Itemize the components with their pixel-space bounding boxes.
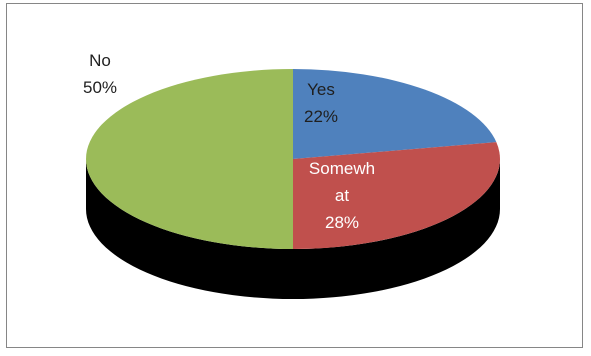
pie-slice-yes (293, 69, 497, 159)
data-label-yes-line: 22% (304, 107, 338, 126)
data-label-yes: Yes 22% (304, 80, 338, 126)
data-label-somewhat-line: 28% (325, 213, 359, 232)
data-label-no-line: 50% (83, 78, 117, 97)
pie-side-no (86, 159, 293, 299)
data-label-yes-line: Yes (307, 80, 335, 99)
pie-side-somewhat (293, 159, 500, 299)
data-label-somewhat-line: Somewh (309, 159, 375, 178)
pie-slice-no (86, 69, 293, 249)
data-label-somewhat-line: at (335, 186, 349, 205)
pie-slice-somewhat (293, 142, 501, 249)
data-label-somewhat: Somewh at 28% (309, 159, 375, 232)
data-label-no: No 50% (83, 51, 117, 97)
pie-chart: Yes 22% Somewh at 28% No 50% (83, 51, 501, 299)
data-label-no-line: No (89, 51, 111, 70)
chart-frame: Yes 22% Somewh at 28% No 50% (6, 3, 583, 348)
